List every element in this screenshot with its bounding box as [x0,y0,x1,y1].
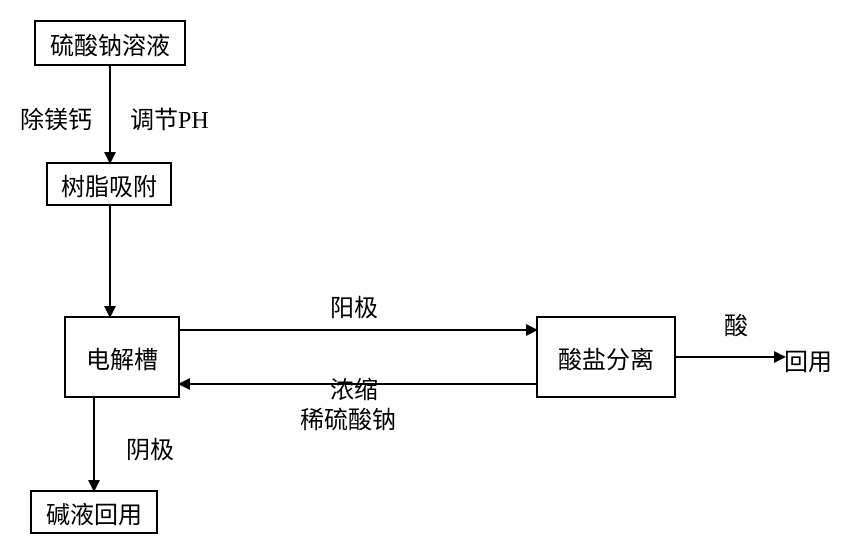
node-label: 电解槽 [86,340,158,375]
edges-layer [0,0,844,554]
label-anode: 阳极 [330,288,378,323]
label-dilute-sodium-sulfate: 稀硫酸钠 [300,400,396,435]
node-label: 硫酸钠溶液 [50,26,170,61]
label-remove-mg-ca: 除镁钙 [20,100,92,135]
node-acid-salt-separation: 酸盐分离 [536,316,676,398]
node-alkali-reuse: 碱液回用 [30,490,158,534]
node-resin-adsorption: 树脂吸附 [46,162,172,206]
label-adjust-ph: 调节PH [130,100,209,135]
label-acid: 酸 [724,306,748,341]
node-label: 酸盐分离 [558,340,654,375]
node-label: 碱液回用 [46,495,142,530]
label-cathode: 阴极 [126,430,174,465]
flowchart-canvas: 硫酸钠溶液 树脂吸附 电解槽 酸盐分离 碱液回用 除镁钙 调节PH 阳极 浓缩 … [0,0,844,554]
node-label: 树脂吸附 [61,167,157,202]
node-sodium-sulfate-solution: 硫酸钠溶液 [34,20,186,66]
node-electrolytic-cell: 电解槽 [64,316,180,398]
label-reuse: 回用 [784,342,832,377]
